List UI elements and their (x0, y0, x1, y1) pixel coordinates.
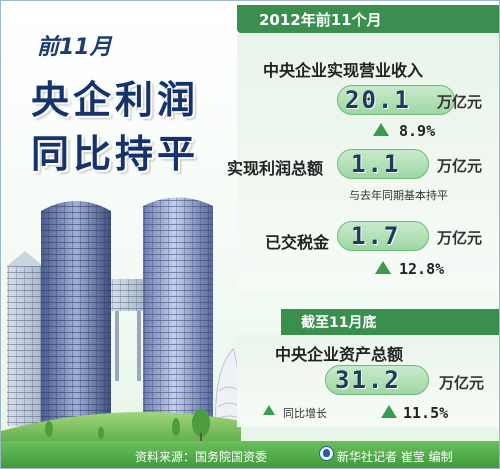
up-triangle-icon (373, 123, 389, 136)
up-triangle-icon (263, 405, 275, 415)
headline-line-1: 央企利润 (31, 78, 200, 122)
tax-label: 已交税金 (265, 233, 330, 252)
revenue-unit: 万亿元 (437, 93, 483, 111)
profit-unit: 万亿元 (437, 157, 483, 175)
profit-note: 与去年同期基本持平 (349, 189, 448, 202)
trees (45, 409, 210, 441)
assets-header-bar: 截至11月底 (281, 309, 499, 335)
skyline-illustration (1, 197, 241, 446)
assets-value-pill (325, 365, 429, 395)
assets-value: 31.2 (335, 366, 401, 394)
period-header-label: 2012年前11个月 (259, 10, 382, 29)
credit-text: 新华社记者 崔莹 编制 (337, 450, 453, 464)
footer-bar: 资料来源：国务院国资委 新华社记者 崔莹 编制 (1, 441, 499, 468)
revenue-value-pill (337, 85, 455, 115)
tax-value: 1.7 (351, 222, 401, 250)
assets-header-label: 截至11月底 (301, 315, 377, 331)
up-triangle-icon (381, 405, 397, 418)
tax-value-pill (337, 221, 429, 251)
revenue-label: 中央企业实现营业收入 (263, 61, 424, 80)
revenue-change: 8.9% (399, 122, 436, 140)
headline-line-2: 同比持平 (31, 132, 200, 176)
tax-change: 12.8% (399, 260, 445, 278)
period-subtitle: 前11月 (37, 35, 112, 60)
tax-unit: 万亿元 (437, 229, 483, 247)
tower-left (41, 201, 111, 431)
assets-label: 中央企业资产总额 (275, 345, 404, 364)
profit-value: 1.1 (351, 150, 401, 178)
profit-value-pill (337, 149, 429, 179)
revenue-value: 20.1 (345, 86, 411, 114)
profit-label: 实现利润总额 (227, 159, 324, 178)
tower-right (143, 197, 213, 431)
period-header-bar: 2012年前11个月 (237, 5, 499, 33)
source-text: 资料来源：国务院国资委 (135, 450, 268, 464)
sky-bridge (111, 279, 145, 381)
assets-change: 11.5% (403, 404, 449, 422)
up-triangle-icon (375, 261, 391, 274)
assets-unit: 万亿元 (439, 374, 485, 392)
xinhua-logo-icon (319, 446, 334, 461)
assets-legend-label: 同比增长 (283, 407, 327, 420)
tower-far-left (7, 251, 43, 426)
